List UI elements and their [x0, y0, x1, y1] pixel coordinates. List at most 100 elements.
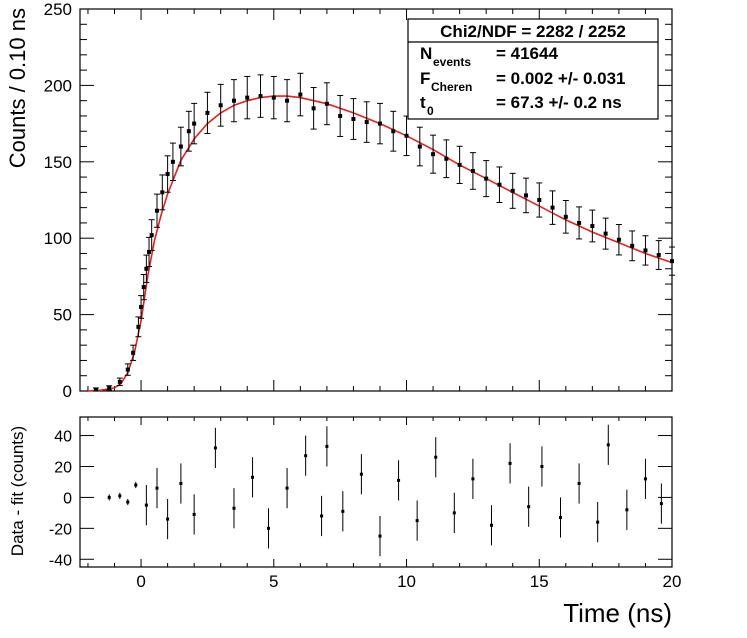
- data-point-marker: [523, 193, 528, 198]
- data-point: [244, 75, 251, 120]
- residual-point: [134, 481, 138, 489]
- data-point: [106, 385, 113, 391]
- data-point: [177, 126, 184, 167]
- data-point-marker: [577, 220, 582, 225]
- data-point: [376, 102, 383, 145]
- data-point: [153, 193, 160, 228]
- data-point-marker: [231, 98, 236, 103]
- data-point: [562, 199, 569, 234]
- data-point: [297, 72, 304, 117]
- residual-marker: [577, 481, 581, 485]
- residual-marker: [134, 483, 138, 487]
- residual-point: [118, 492, 122, 499]
- data-point: [169, 142, 176, 182]
- residual-point: [304, 435, 308, 476]
- bottom-x-tick-label: 20: [663, 572, 682, 591]
- stats-box-frame: [407, 18, 659, 120]
- data-point-marker: [218, 103, 223, 108]
- residual-point: [397, 460, 401, 501]
- residual-marker: [625, 508, 629, 512]
- data-point-marker: [510, 188, 515, 193]
- bottom-axis-ticks: 0 5 10 15 20 -40 -20 0 20 40: [49, 417, 682, 591]
- bottom-y-axis-label: Data - fit (counts): [8, 426, 27, 556]
- residual-marker: [304, 454, 308, 458]
- data-point-marker: [590, 223, 595, 228]
- data-point: [536, 182, 543, 218]
- data-point: [642, 235, 649, 266]
- data-point: [589, 209, 596, 243]
- data-point-marker: [351, 117, 356, 122]
- data-point-marker: [154, 208, 159, 213]
- top-axis-ticks: 0 50 100 150 200 250: [44, 0, 673, 401]
- residual-point: [179, 463, 183, 504]
- residual-marker: [192, 512, 196, 516]
- top-y-axis-label: Counts / 0.10 ns: [5, 8, 30, 168]
- data-point-marker: [537, 198, 542, 202]
- stats-t-main: t: [420, 93, 426, 112]
- residual-marker: [489, 523, 493, 527]
- residual-marker: [659, 502, 663, 506]
- data-point: [185, 110, 192, 152]
- bottom-x-tick-label: 5: [269, 572, 278, 591]
- data-point-marker: [205, 110, 210, 115]
- data-point-marker: [117, 379, 122, 384]
- data-point-marker: [141, 285, 146, 290]
- residual-marker: [434, 455, 438, 459]
- data-point-marker: [139, 304, 144, 309]
- residual-point: [378, 515, 382, 557]
- residual-marker: [251, 475, 255, 479]
- top-y-tick-label: 100: [44, 229, 72, 248]
- data-point: [310, 87, 317, 130]
- data-point: [522, 177, 529, 214]
- data-point: [191, 102, 198, 145]
- data-point-marker: [131, 350, 136, 355]
- stats-n-sub: events: [433, 55, 471, 69]
- bottom-x-tick-label: 15: [530, 572, 549, 591]
- residual-point: [320, 495, 324, 537]
- bottom-x-tick-label: 0: [136, 572, 145, 591]
- residual-marker: [415, 519, 419, 523]
- data-point: [602, 217, 609, 250]
- residual-marker: [126, 500, 130, 504]
- stats-chi2: Chi2/NDF = 2282 / 2252: [440, 22, 626, 41]
- stats-box: Chi2/NDF = 2282 / 2252 N events = 41644 …: [407, 18, 659, 120]
- data-point-marker: [258, 94, 263, 99]
- data-point: [164, 155, 171, 193]
- data-point: [159, 174, 166, 211]
- residual-marker: [155, 486, 159, 490]
- stats-n-main: N: [420, 44, 432, 63]
- residual-point: [596, 502, 600, 543]
- data-point-marker: [107, 385, 112, 390]
- data-point: [350, 98, 357, 140]
- residual-marker: [179, 481, 183, 485]
- residual-marker: [378, 534, 382, 538]
- data-point-marker: [643, 248, 648, 253]
- data-point-marker: [417, 144, 422, 149]
- bottom-y-tick-label: 20: [54, 459, 72, 476]
- residual-point: [527, 486, 531, 527]
- residual-marker: [643, 477, 647, 481]
- data-point-marker: [144, 266, 149, 271]
- residual-marker: [452, 511, 456, 515]
- data-point: [669, 246, 675, 276]
- residual-point: [155, 468, 159, 509]
- data-point-marker: [550, 205, 555, 210]
- data-point-marker: [470, 168, 475, 173]
- data-point-marker: [603, 231, 608, 236]
- data-point-marker: [670, 259, 674, 264]
- top-plot-frame: [79, 8, 673, 392]
- stats-t-value: = 67.3 +/- 0.2 ns: [496, 93, 622, 112]
- data-point: [135, 316, 142, 338]
- data-point: [403, 115, 410, 157]
- x-axis-label: Time (ns): [563, 598, 672, 628]
- data-point: [92, 387, 99, 392]
- residual-marker: [144, 503, 148, 507]
- stats-f-sub: Cheren: [431, 80, 472, 94]
- data-point: [469, 152, 476, 190]
- data-point-marker: [364, 120, 369, 125]
- data-points-group: [92, 72, 675, 392]
- residual-marker: [606, 443, 610, 447]
- residual-point: [540, 446, 544, 487]
- data-point-marker: [377, 121, 382, 126]
